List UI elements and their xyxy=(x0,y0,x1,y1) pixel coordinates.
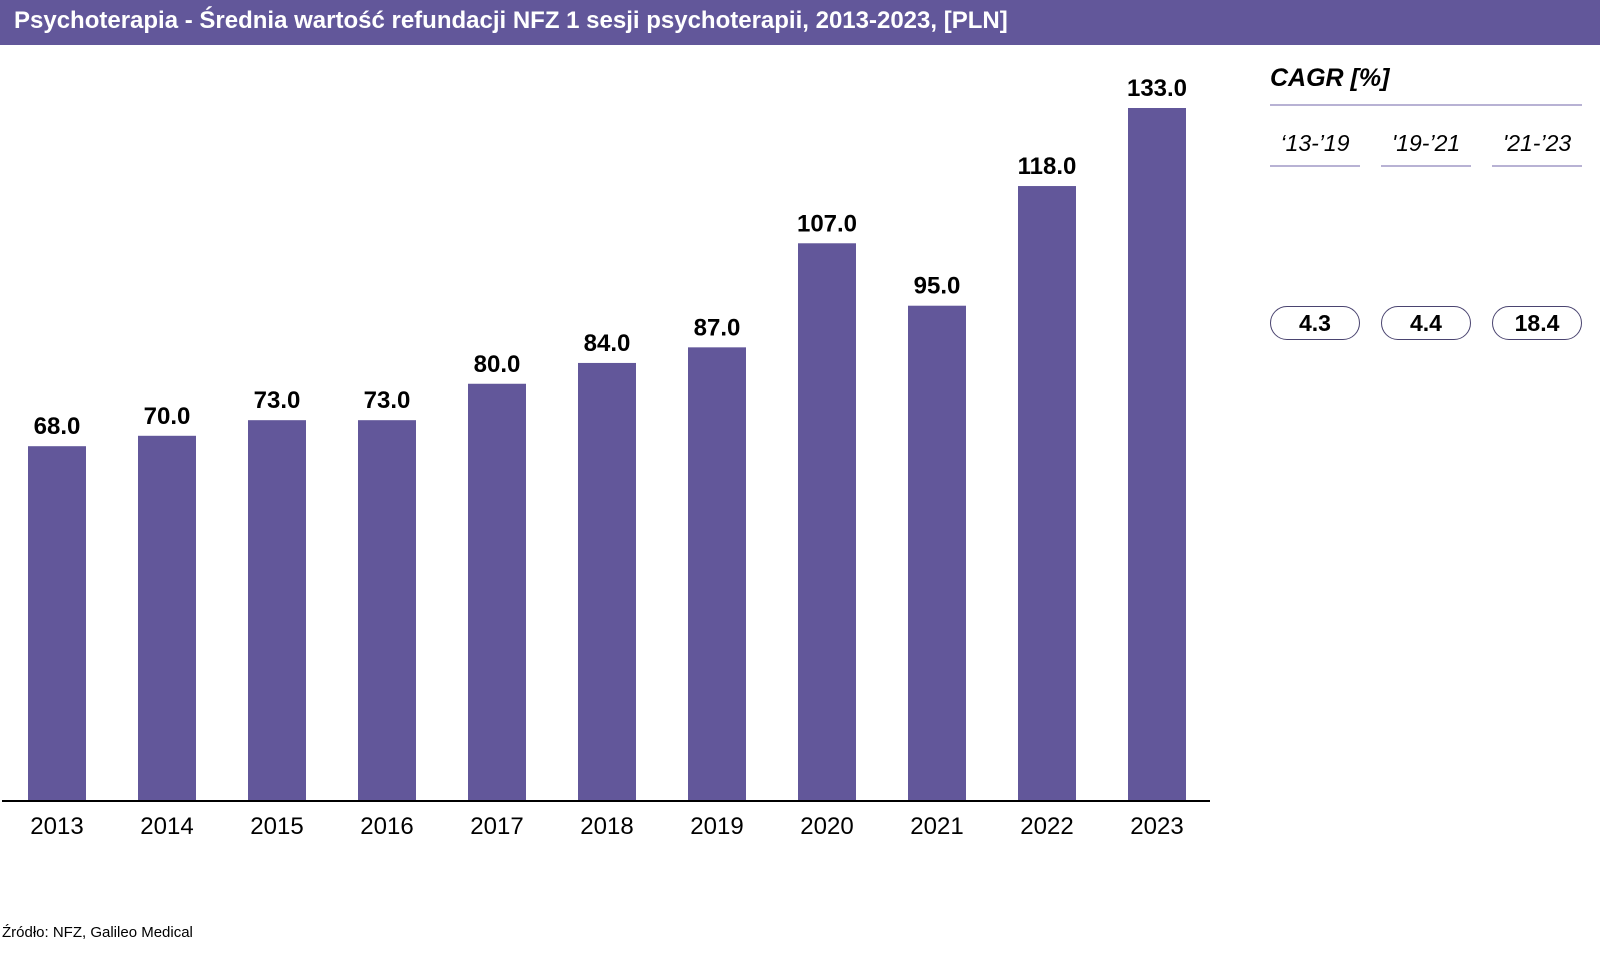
cagr-period-label: '19-’21 xyxy=(1381,130,1471,167)
x-tick-label: 2019 xyxy=(690,813,743,840)
bar-value-label: 84.0 xyxy=(584,330,631,357)
x-tick-label: 2023 xyxy=(1130,813,1183,840)
bar-value-label: 107.0 xyxy=(797,210,857,237)
chart-title: Psychoterapia - Średnia wartość refundac… xyxy=(14,7,1008,34)
bar-2015 xyxy=(248,420,306,800)
cagr-period-label: ‘13-’19 xyxy=(1270,130,1360,167)
x-tick-label: 2020 xyxy=(800,813,853,840)
source-note: Źródło: NFZ, Galileo Medical xyxy=(2,924,193,941)
bar-value-label: 95.0 xyxy=(914,273,961,300)
x-tick-label: 2016 xyxy=(360,813,413,840)
bar-value-label: 118.0 xyxy=(1018,153,1077,180)
x-tick-label: 2022 xyxy=(1020,813,1073,840)
bar-value-label: 80.0 xyxy=(474,351,521,378)
cagr-value-badge: 4.3 xyxy=(1270,306,1360,340)
cagr-title: CAGR [%] xyxy=(1270,64,1390,92)
x-tick-label: 2018 xyxy=(580,813,633,840)
x-tick-label: 2013 xyxy=(30,813,83,840)
bar-2013 xyxy=(28,446,86,800)
bar-2016 xyxy=(358,420,416,800)
x-tick-label: 2015 xyxy=(250,813,303,840)
bar-2020 xyxy=(798,243,856,800)
x-tick-label: 2021 xyxy=(910,813,963,840)
x-tick-label: 2017 xyxy=(470,813,523,840)
bar-2018 xyxy=(578,362,636,800)
cagr-divider xyxy=(1270,104,1582,106)
cagr-value-badge: 4.4 xyxy=(1381,306,1471,340)
bar-value-label: 133.0 xyxy=(1127,75,1187,102)
x-tick-label: 2014 xyxy=(140,813,193,840)
bar-2022 xyxy=(1018,186,1076,801)
bar-2021 xyxy=(908,305,966,800)
bar-value-label: 68.0 xyxy=(34,413,81,440)
bar-2014 xyxy=(138,435,196,800)
cagr-period-label: '21-’23 xyxy=(1492,130,1582,167)
bar-2023 xyxy=(1128,108,1186,800)
cagr-value-badge: 18.4 xyxy=(1492,306,1582,340)
bar-value-label: 73.0 xyxy=(364,387,411,414)
bar-value-label: 87.0 xyxy=(694,314,741,341)
bar-value-label: 73.0 xyxy=(254,387,301,414)
bar-chart: 68.0 2013 70.0 2014 73.0 2015 73.0 2016 80.0 2017… xyxy=(2,75,1210,840)
title-bar: Psychoterapia - Średnia wartość refundac… xyxy=(0,0,1600,45)
bar-2017 xyxy=(468,383,526,800)
bar-2019 xyxy=(688,347,746,800)
bar-value-label: 70.0 xyxy=(144,403,191,430)
